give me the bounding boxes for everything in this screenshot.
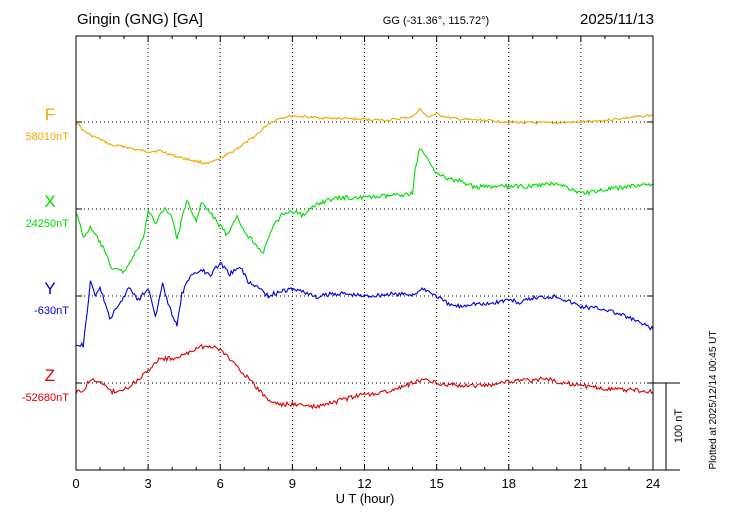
station-coordinates: GG (-31.36°, 115.72°) xyxy=(383,15,489,27)
x-tick-label: 6 xyxy=(217,476,224,491)
series-line-y xyxy=(75,261,654,348)
series-name-f: F xyxy=(45,105,55,124)
plotted-timestamp: Plotted at 2025/12/14 00:45 UT xyxy=(708,331,719,470)
scale-bar-label: 100 nT xyxy=(673,409,685,444)
series-line-x xyxy=(75,147,654,275)
station-title: Gingin (GNG) [GA] xyxy=(77,11,203,28)
plot-date: 2025/11/13 xyxy=(580,11,654,28)
scale-bar xyxy=(653,382,680,471)
x-tick-label: 15 xyxy=(429,476,443,491)
x-tick-label: 0 xyxy=(72,476,79,491)
x-tick-label: 18 xyxy=(502,476,516,491)
grid-lines xyxy=(76,36,653,470)
x-tick-label: 21 xyxy=(574,476,588,491)
series-line-f xyxy=(75,107,654,165)
series-baseline-label-y: -630nT xyxy=(34,305,69,317)
x-tick-label: 12 xyxy=(357,476,371,491)
series-baseline-label-z: -52680nT xyxy=(22,392,69,404)
series-line-z xyxy=(75,344,654,410)
series-name-y: Y xyxy=(44,279,55,298)
series-group: F 58010nT X 24250nT Y -630nT Z -52680nT xyxy=(22,105,654,410)
x-tick-label: 9 xyxy=(289,476,296,491)
series-baseline-label-f: 58010nT xyxy=(26,131,70,143)
series-name-z: Z xyxy=(45,366,55,385)
plot-frame xyxy=(75,35,654,471)
x-axis-ticks: 0 3 6 9 12 15 18 21 24 xyxy=(72,36,660,491)
x-tick-label: 3 xyxy=(145,476,152,491)
x-tick-label: 24 xyxy=(646,476,660,491)
series-baseline-label-x: 24250nT xyxy=(26,218,70,230)
x-axis-label: U T (hour) xyxy=(336,491,395,506)
series-name-x: X xyxy=(44,192,55,211)
